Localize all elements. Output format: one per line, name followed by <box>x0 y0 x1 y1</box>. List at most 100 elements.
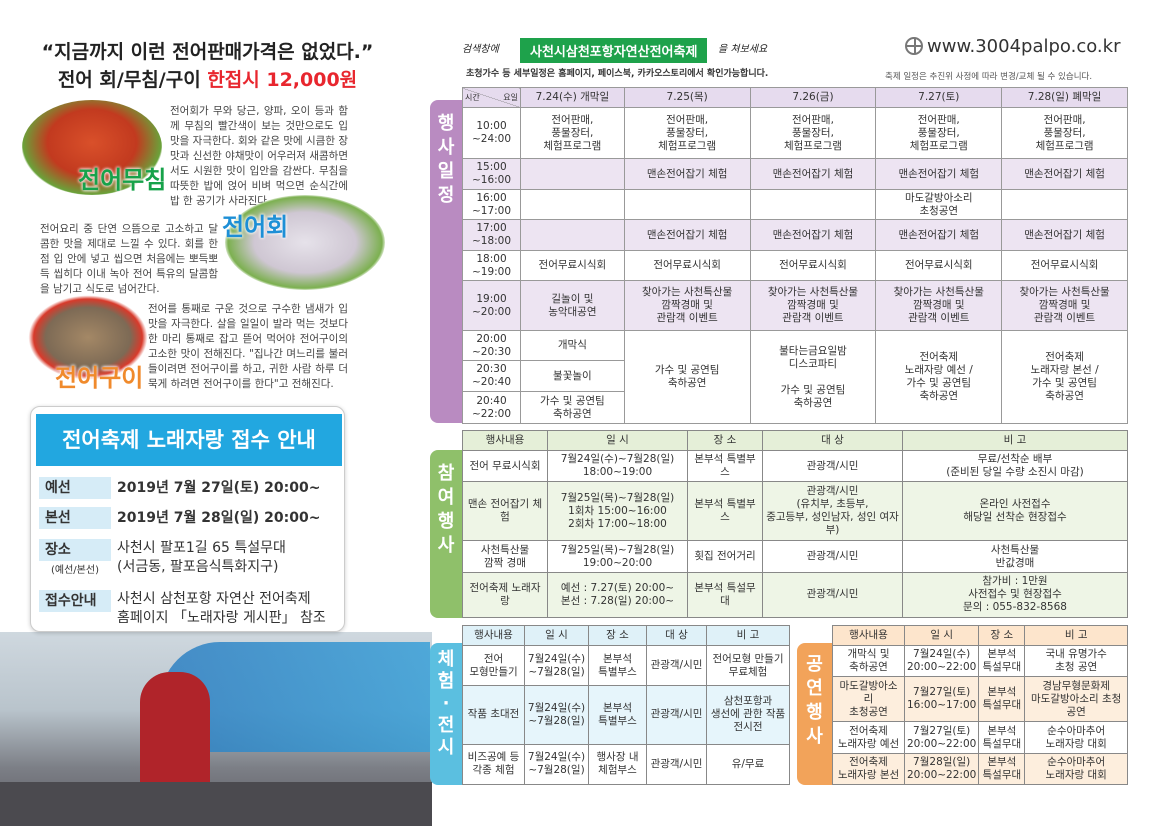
schedule-event-cell: 전어무료시식회 <box>520 250 625 281</box>
search-suffix: 을 쳐보세요 <box>718 44 768 55</box>
participation-row: 맨손 전어잡기 체험 7월25일(목)~7월28(일) 1회차 15:00~16:… <box>462 481 1128 542</box>
experience-cell: 관광객/시민 <box>646 743 707 786</box>
contest-value: 사천시 삼천포항 자연산 전어축제 홈페이지 「노래자랑 게시판」 참조 <box>117 591 326 626</box>
schedule-time-cell: 18:00 ~19:00 <box>462 250 521 281</box>
schedule-event-cell: 찾아가는 사천특산물 깜짝경매 및 관람객 이벤트 <box>749 280 877 331</box>
participation-cell: 예선 : 7.27(토) 20:00~ 본선 : 7.28(일) 20:00~ <box>547 571 688 619</box>
experience-cell: 행사장 내 체험부스 <box>588 743 647 786</box>
experience-cell: 7월24일(수) ~7월28(일) <box>524 685 589 745</box>
participation-cell: 7월24일(수)~7월28(일) 18:00~19:00 <box>547 449 688 483</box>
participation-column-header: 장 소 <box>687 430 763 451</box>
hoe-image <box>225 195 385 290</box>
schedule-disclaimer: 축제 일정은 추진위 사정에 따라 변경/교체 될 수 있습니다. <box>885 72 1093 82</box>
contest-key: 예선 <box>39 477 111 499</box>
experience-cell: 비즈공예 등 각종 체험 <box>462 743 525 786</box>
schedule-event-cell: 찾아가는 사천특산물 깜짝경매 및 관람객 이벤트 <box>875 280 1003 331</box>
participation-cell: 참가비 : 1만원 사전접수 및 현장접수 문의 : 055-832-8568 <box>902 571 1128 619</box>
schedule-time-cell: 19:00 ~20:00 <box>462 280 521 331</box>
schedule-event-cell: 불꽃놀이 <box>520 360 625 392</box>
performance-row: 전어축제 노래자랑 본선 7월28일(일) 20:00~22:00 본부석 특설무대… <box>832 752 1128 786</box>
experience-cell: 작품 초대전 <box>462 685 525 745</box>
performance-cell: 본부석 특설무대 <box>978 721 1026 754</box>
schedule-event-cell: 전어판매, 풍물장터, 체험프로그램 <box>1001 107 1128 159</box>
schedule-event-cell: 전어무료시식회 <box>875 250 1003 281</box>
experience-cell: 삼천포항과 생선에 관한 작품 전시전 <box>706 685 790 745</box>
participation-cell: 횟집 전어거리 <box>687 540 763 573</box>
contest-value: 사천시 팔포1길 65 특설무대 (서금동, 팔포음식특화지구) <box>117 540 286 575</box>
contest-info-box: 전어축제 노래자랑 접수 안내 예선 2019년 7월 27일(토) 20:00… <box>30 406 345 632</box>
schedule-time-cell: 16:00 ~17:00 <box>462 189 521 220</box>
participation-row: 사천특산물 깜짝 경매 7월25일(목)~7월28(일) 19:00~20:00 횟… <box>462 540 1128 573</box>
performance-cell: 경남무형문화제 마도갈방아소리 초청공연 <box>1024 676 1128 723</box>
performance-label-text: 공연행사 <box>806 654 823 747</box>
participation-section-label: 참여행사 <box>430 450 462 618</box>
participation-column-header: 행사내용 <box>462 430 548 451</box>
performance-cell: 순수아마추어 노래자랑 대회 <box>1024 752 1128 786</box>
contest-value: 2019년 7월 27일(토) 20:00~ <box>117 480 321 496</box>
headline-menu: 전어 회/무침/구이 <box>57 69 208 91</box>
participation-cell: 관광객/시민 (유치부, 초등부, 중고등부, 성인남자, 성인 여자부) <box>762 481 903 542</box>
hoe-description: 전어요리 중 단연 으뜸으로 고소하고 달콤한 맛을 제대로 느낄 수 있다. … <box>40 223 218 295</box>
participation-cell: 온라인 사전접수 해당일 선착순 현장접수 <box>902 481 1128 542</box>
schedule-event-cell: 가수 및 공연팀 축하공연 <box>520 391 625 424</box>
experience-row: 전어 모형만들기 7월24일(수) ~7월28(일) 본부석 특별부스 관광객/시민 전… <box>462 644 790 687</box>
performance-cell: 7월24일(수) 20:00~22:00 <box>903 644 980 678</box>
schedule-row: 10:00 ~24:00 전어판매, 풍물장터, 체험프로그램 전어판매, 풍물장터… <box>462 107 1128 159</box>
schedule-time-cell: 20:40 ~22:00 <box>462 391 521 424</box>
corner-time-label: 시간 <box>465 93 480 102</box>
performance-cell: 본부석 특설무대 <box>978 644 1026 678</box>
header-note: 초청가수 등 세부일정은 홈페이지, 페이스북, 카카오스토리에서 확인가능합니… <box>466 69 769 79</box>
headline: “지금까지 이런 전어판매가격은 없었다.” 전어 회/무침/구이 한접시 12… <box>10 38 405 94</box>
schedule-event-cell: 개막식 <box>520 330 625 361</box>
schedule-event-cell: 전어축제 노래자랑 본선 / 가수 및 공연팀 축하공연 <box>1001 330 1128 424</box>
participation-cell: 본부석 특별부스 <box>687 449 763 483</box>
schedule-time-cell: 10:00 ~24:00 <box>462 107 521 159</box>
headline-quote: “지금까지 이런 전어판매가격은 없었다.” <box>41 41 374 63</box>
performance-cell: 7월27일(토) 16:00~17:00 <box>903 676 980 723</box>
headline-price: 전어 회/무침/구이 한접시 12,000원 <box>10 66 405 94</box>
experience-row: 작품 초대전 7월24일(수) ~7월28(일) 본부석 특별부스 관광객/시민 삼천포… <box>462 685 790 745</box>
search-prefix: 검색창에 <box>462 44 499 55</box>
participation-cell: 맨손 전어잡기 체험 <box>462 481 548 542</box>
performance-cell: 본부석 특설무대 <box>978 676 1026 723</box>
schedule-event-cell <box>520 158 625 190</box>
participation-row: 전어 무료시식회 7월24일(수)~7월28(일) 18:00~19:00 본부석 … <box>462 449 1128 483</box>
schedule-row: 20:00 ~20:30 개막식 가수 및 공연팀 축하공연 불타는금요일밤 디스코파… <box>462 330 1128 424</box>
performance-cell: 본부석 특설무대 <box>978 752 1026 786</box>
performance-cell: 전어축제 노래자랑 본선 <box>832 752 905 786</box>
schedule-event-cell: 전어축제 노래자랑 예선 / 가수 및 공연팀 축하공연 <box>875 330 1003 424</box>
stage <box>0 782 432 826</box>
participation-cell: 7월25일(목)~7월28(일) 19:00~20:00 <box>547 540 688 573</box>
participation-cell: 전어축제 노래자랑 <box>462 571 548 619</box>
headline-price-value: 한접시 12,000원 <box>207 69 358 91</box>
schedule-event-cell: 불타는금요일밤 디스코파티 가수 및 공연팀 축하공연 <box>749 330 877 424</box>
participation-cell: 관광객/시민 <box>762 571 903 619</box>
experience-cell: 전어모형 만들기 무료체험 <box>706 644 790 687</box>
experience-label-text: 체험·전시 <box>437 649 455 758</box>
contest-key: 접수안내 <box>39 590 111 612</box>
performance-cell: 7월28일(일) 20:00~22:00 <box>903 752 980 786</box>
website-link[interactable]: www.3004palpo.co.kr <box>905 36 1120 57</box>
schedule-event-cell: 전어판매, 풍물장터, 체험프로그램 <box>520 107 625 159</box>
experience-column-header: 대 상 <box>646 625 707 646</box>
experience-row: 비즈공예 등 각종 체험 7월24일(수) ~7월28(일) 행사장 내 체험부스 관… <box>462 743 790 786</box>
globe-icon <box>905 37 923 55</box>
festival-photo <box>0 632 432 826</box>
performance-cell: 마도갈방아소리 초청공연 <box>832 676 905 723</box>
experience-cell: 전어 모형만들기 <box>462 644 525 687</box>
performance-column-header: 일 시 <box>903 625 980 646</box>
participation-cell: 본부석 특설무대 <box>687 571 763 619</box>
performance-cell: 7월27일(토) 20:00~22:00 <box>903 721 980 754</box>
experience-cell: 관광객/시민 <box>646 644 707 687</box>
contest-venue-row: 장소 (예선/본선) 사천시 팔포1길 65 특설무대 (서금동, 팔포음식특화… <box>39 539 286 577</box>
experience-section-label: 체험·전시 <box>430 643 462 785</box>
performance-column-header: 행사내용 <box>832 625 905 646</box>
website-url[interactable]: www.3004palpo.co.kr <box>927 36 1121 57</box>
experience-cell: 7월24일(수) ~7월28(일) <box>524 743 589 786</box>
contest-key: 본선 <box>39 507 111 529</box>
participation-cell: 본부석 특별부스 <box>687 481 763 542</box>
schedule-time-cell: 20:30 ~20:40 <box>462 360 521 392</box>
